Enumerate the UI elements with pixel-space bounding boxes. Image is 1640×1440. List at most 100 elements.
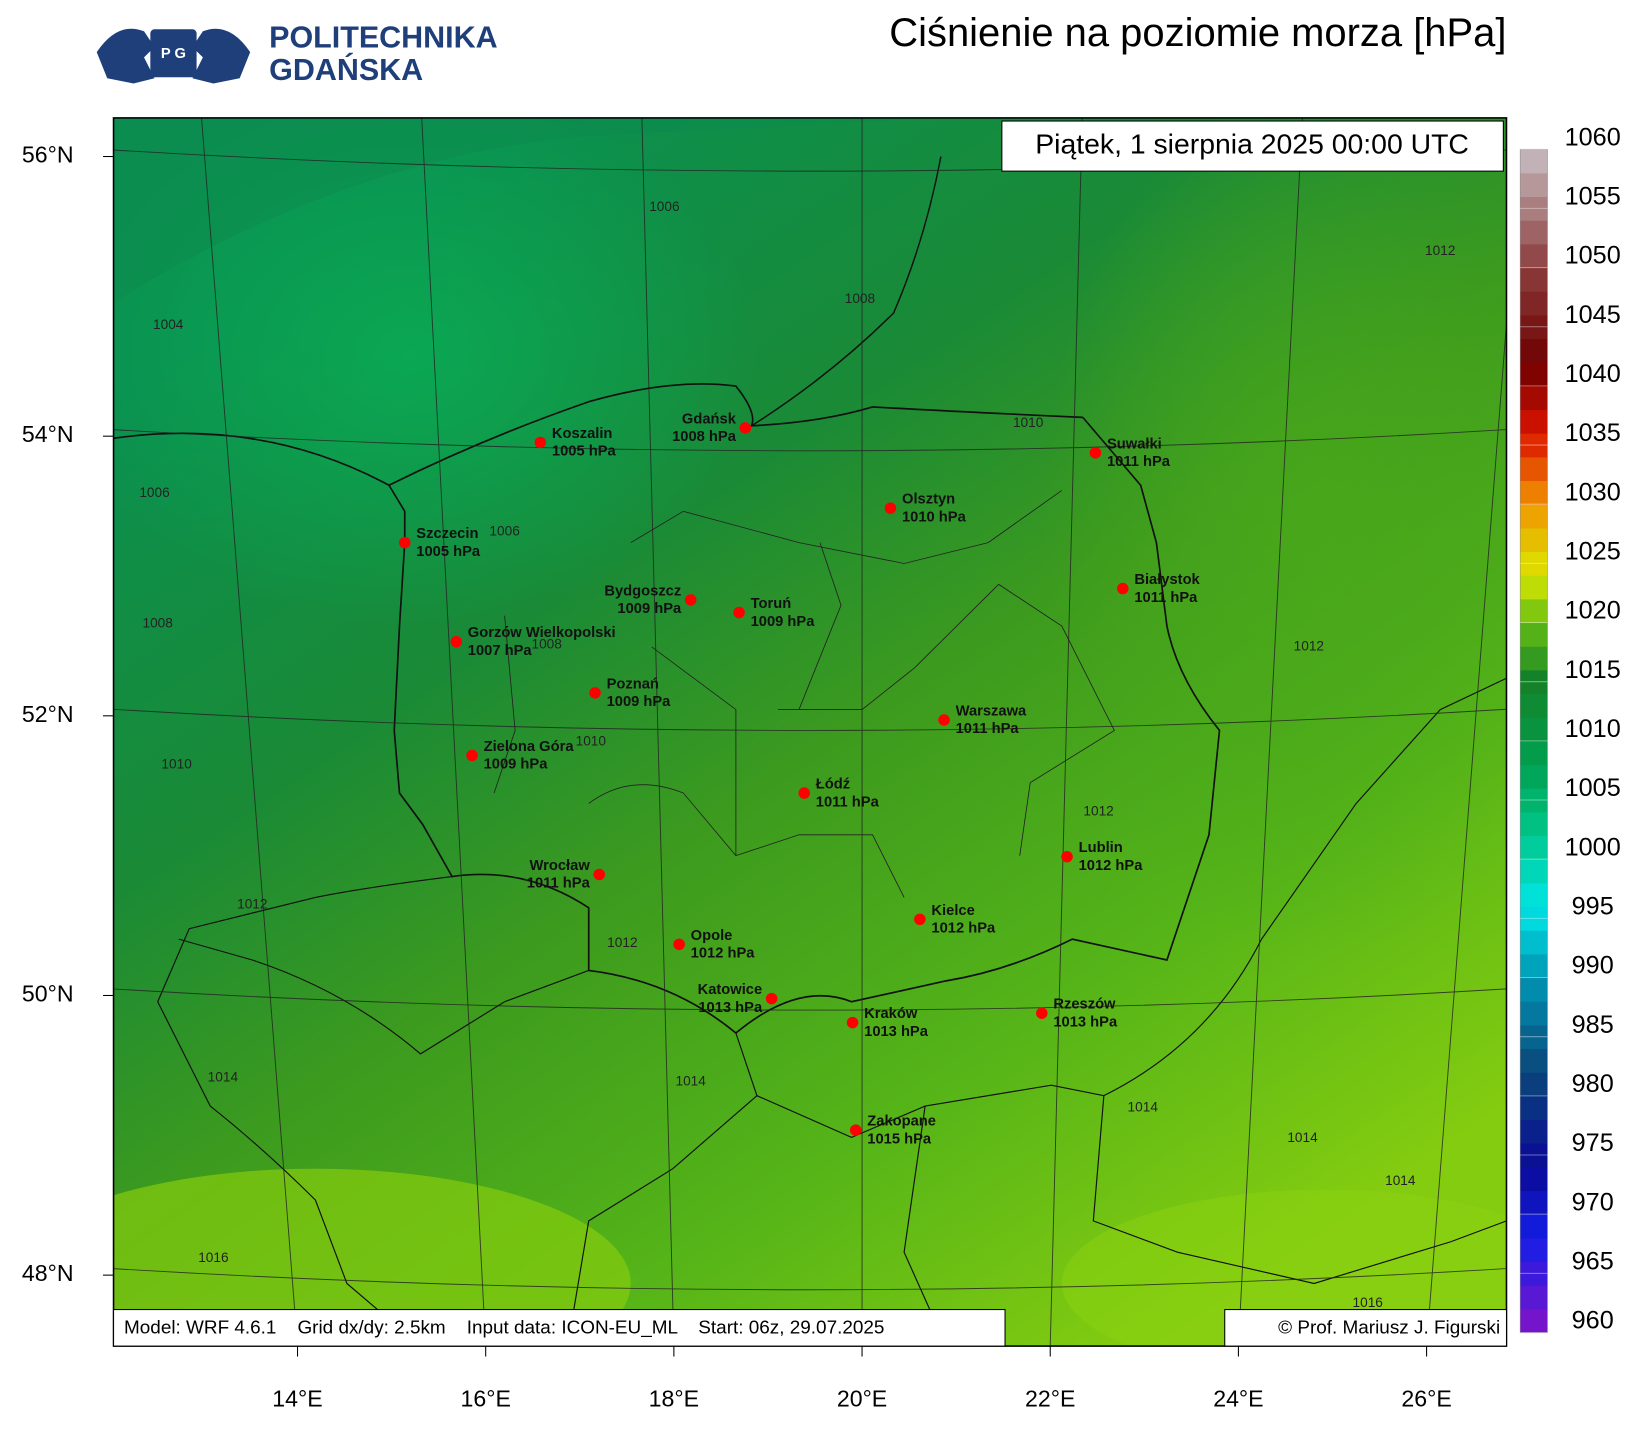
- colorbar-band: [1520, 977, 1548, 1002]
- city-value: 1010 hPa: [902, 509, 967, 525]
- contour-label: 1008: [142, 616, 172, 631]
- city-value: 1013 hPa: [698, 1000, 763, 1016]
- colorbar-band: [1520, 338, 1548, 363]
- colorbar-band: [1520, 835, 1548, 860]
- colorbar-label: 1040: [1565, 360, 1621, 388]
- city-name: Gdańsk: [682, 411, 737, 427]
- colorbar-band: [1520, 1190, 1548, 1215]
- colorbar-band: [1520, 456, 1548, 482]
- colorbar-band: [1520, 267, 1548, 292]
- colorbar-band: [1520, 1001, 1548, 1026]
- colorbar-band: [1520, 504, 1548, 529]
- colorbar-band: [1520, 1166, 1548, 1192]
- city-name: Toruń: [751, 596, 792, 612]
- longitude-line: [201, 117, 298, 1347]
- colorbar-label: 1025: [1565, 538, 1621, 566]
- colorbar-band: [1520, 598, 1548, 624]
- contour-label: 1012: [1294, 639, 1324, 654]
- model-info: Model: WRF 4.6.1 Grid dx/dy: 2.5km Input…: [124, 1316, 884, 1338]
- colorbar-label: 965: [1572, 1248, 1614, 1276]
- city-marker: [450, 636, 463, 648]
- colorbar-band: [1520, 433, 1548, 458]
- colorbar-band: [1520, 717, 1548, 742]
- lon-label: 16°E: [460, 1385, 510, 1411]
- lat-label: 48°N: [22, 1260, 74, 1286]
- contour-label: 1014: [675, 1074, 706, 1089]
- city-marker: [733, 606, 745, 619]
- city-name: Suwałki: [1107, 436, 1162, 452]
- contour-label: 1010: [576, 734, 607, 749]
- city-marker: [673, 938, 685, 951]
- city-marker: [846, 1016, 859, 1029]
- city-value: 1011 hPa: [1107, 454, 1171, 470]
- colorbar-band: [1520, 196, 1548, 221]
- lon-label: 20°E: [837, 1385, 887, 1411]
- colorbar-band: [1520, 385, 1548, 411]
- contour-label: 1014: [1128, 1100, 1159, 1115]
- latitude-line: [113, 429, 1507, 452]
- colorbar-band: [1520, 1119, 1548, 1144]
- colorbar-band: [1520, 930, 1548, 955]
- logo-text: POLITECHNIKA: [269, 22, 498, 55]
- city-name: Koszalin: [552, 426, 613, 442]
- lat-label: 56°N: [22, 142, 74, 168]
- contour-label: 1008: [845, 291, 875, 306]
- city-name: Zielona Góra: [484, 739, 575, 755]
- colorbar-band: [1520, 527, 1548, 553]
- city-name: Warszawa: [956, 704, 1027, 720]
- colorbar-band: [1520, 314, 1548, 340]
- colorbar-band: [1520, 243, 1548, 269]
- contour-label: 1006: [649, 199, 679, 214]
- colorbar-frame: [1519, 148, 1548, 1333]
- colorbar-label: 1005: [1565, 774, 1621, 802]
- colorbar-label: 1010: [1565, 715, 1621, 743]
- city-value: 1005 hPa: [552, 444, 617, 460]
- colorbar-label: 1020: [1565, 597, 1621, 625]
- city-marker: [938, 714, 950, 726]
- colorbar-band: [1520, 740, 1548, 766]
- city-name: Białystok: [1134, 572, 1200, 588]
- city-name: Olsztyn: [902, 492, 955, 508]
- colorbar-label: 990: [1572, 952, 1614, 980]
- city-name: Zakopane: [867, 1114, 936, 1130]
- city-name: Opole: [691, 928, 733, 944]
- city-marker: [1061, 850, 1073, 863]
- colorbar-band: [1520, 1237, 1548, 1263]
- colorbar-band: [1520, 953, 1548, 979]
- colorbar-band: [1520, 1308, 1548, 1334]
- latitude-line: [113, 708, 1507, 731]
- contour-label: 1008: [531, 636, 561, 651]
- copyright: © Prof. Mariusz J. Figurski: [1278, 1316, 1500, 1337]
- colorbar-label: 1055: [1565, 183, 1621, 211]
- colorbar-band: [1520, 622, 1548, 647]
- city-value: 1009 hPa: [484, 757, 549, 773]
- city-value: 1011 hPa: [956, 721, 1020, 737]
- city-value: 1013 hPa: [864, 1024, 929, 1040]
- city-value: 1008 hPa: [672, 429, 737, 445]
- longitude-line: [641, 117, 675, 1347]
- lat-label: 54°N: [22, 421, 74, 447]
- city-marker: [1116, 582, 1129, 595]
- valid-time: Piątek, 1 sierpnia 2025 00:00 UTC: [1035, 128, 1469, 160]
- colorbar-band: [1520, 1095, 1548, 1121]
- svg-text:P G: P G: [161, 46, 186, 62]
- colorbar-label: 970: [1572, 1188, 1614, 1216]
- contour-label: 1014: [208, 1070, 239, 1085]
- latitude-line: [113, 988, 1507, 1011]
- colorbar-band: [1520, 1024, 1548, 1050]
- city-marker: [739, 422, 752, 434]
- city-value: 1013 hPa: [1053, 1015, 1118, 1031]
- city-marker: [589, 687, 601, 699]
- latitude-line: [113, 1268, 1507, 1291]
- city-marker: [765, 992, 778, 1005]
- colorbar-band: [1520, 1072, 1548, 1097]
- city-name: Łódź: [816, 777, 850, 793]
- city-name: Katowice: [698, 982, 763, 998]
- city-name: Wrocław: [530, 858, 591, 874]
- city-name: Rzeszów: [1053, 997, 1116, 1013]
- city-name: Poznań: [607, 676, 659, 692]
- footer-box: [113, 1309, 1006, 1347]
- city-value: 1012 hPa: [931, 921, 996, 937]
- colorbar-band: [1520, 1143, 1548, 1168]
